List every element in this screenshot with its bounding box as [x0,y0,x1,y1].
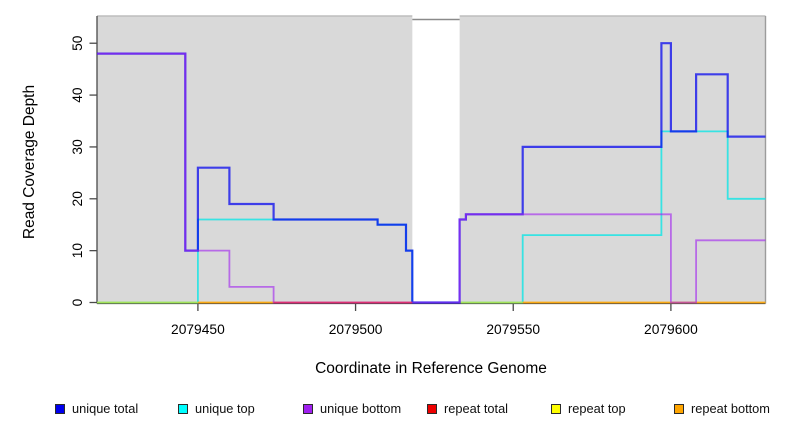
legend-swatch-unique-top [178,404,188,414]
legend-label: repeat total [444,401,509,416]
legend-item-unique-top: unique top [178,399,255,419]
legend-label: repeat bottom [691,401,770,416]
legend-item-repeat-top: repeat top [551,399,626,419]
legend-swatch-repeat-bottom [674,404,684,414]
y-tick-label: 20 [70,191,85,207]
legend-swatch-unique-bottom [303,404,313,414]
legend-label: unique top [195,401,255,416]
masked-region [412,14,460,302]
y-tick-label: 10 [70,243,85,259]
legend-label: unique total [72,401,139,416]
y-tick-label: 0 [70,298,85,306]
x-tick-label: 2079600 [644,322,698,337]
legend-item-unique-total: unique total [55,399,138,419]
y-tick-label: 30 [70,139,85,155]
x-axis-title: Coordinate in Reference Genome [315,360,547,377]
y-tick-label: 40 [70,87,85,103]
legend-swatch-repeat-total [427,404,437,414]
legend-item-unique-bottom: unique bottom [303,399,401,419]
legend: unique total unique top unique bottom repea… [0,399,792,421]
legend-item-repeat-total: repeat total [427,399,508,419]
x-tick-label: 2079500 [329,322,383,337]
legend-swatch-unique-total [55,404,65,414]
legend-swatch-repeat-top [551,404,561,414]
series-line-unique-bottom [97,52,766,304]
legend-label: repeat top [568,401,626,416]
y-axis-title: Read Coverage Depth [21,84,38,240]
legend-item-repeat-bottom: repeat bottom [674,399,770,419]
x-tick-label: 2079550 [486,322,540,337]
legend-label: unique bottom [320,401,402,416]
y-tick-label: 50 [70,35,85,51]
x-tick-label: 2079450 [171,322,225,337]
